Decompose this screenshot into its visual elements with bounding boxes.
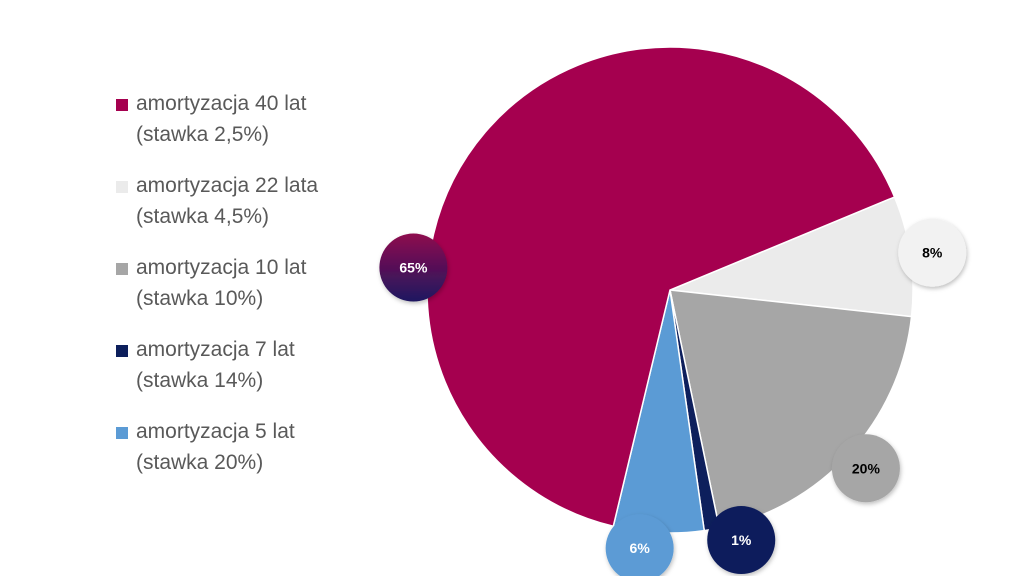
legend-item: amortyzacja 22 lata (stawka 4,5%) (116, 170, 416, 252)
legend-item: amortyzacja 10 lat (stawka 10%) (116, 252, 416, 334)
data-label-7-lat-bubble (707, 506, 776, 575)
data-label-10-lat-bubble (831, 434, 900, 503)
legend-swatch (116, 345, 128, 357)
legend-label-line2: (stawka 4,5%) (136, 205, 270, 228)
legend-item: amortyzacja 40 lat (stawka 2,5%) (116, 88, 416, 170)
data-label-7-lat: 1% (731, 532, 752, 548)
legend-swatch (116, 181, 128, 193)
data-label-40-lat-bubble (379, 233, 448, 302)
legend-label-line1: amortyzacja 7 lat (136, 338, 295, 361)
data-label-22-lata-bubble (898, 218, 967, 287)
legend-item: amortyzacja 7 lat (stawka 14%) (116, 334, 416, 416)
legend-label-line2: (stawka 14%) (136, 369, 264, 392)
legend-label-line1: amortyzacja 5 lat (136, 420, 295, 443)
legend-item: amortyzacja 5 lat (stawka 20%) (116, 416, 416, 498)
legend-label-line2: (stawka 10%) (136, 287, 264, 310)
data-label-22-lata: 8% (922, 245, 943, 261)
data-label-5-lat: 6% (630, 540, 651, 556)
legend-swatch (116, 427, 128, 439)
data-label-5-lat-bubble (605, 514, 674, 576)
slice-40-lat (426, 46, 896, 528)
data-label-10-lat: 20% (852, 460, 881, 476)
legend-label-line2: (stawka 20%) (136, 451, 264, 474)
legend-label-line1: amortyzacja 22 lata (136, 174, 319, 197)
legend-label-line1: amortyzacja 40 lat (136, 92, 307, 115)
legend-swatch (116, 263, 128, 275)
legend-label-line2: (stawka 2,5%) (136, 123, 270, 146)
data-label-40-lat: 65% (399, 260, 428, 276)
legend-label-line1: amortyzacja 10 lat (136, 256, 307, 279)
chart-legend: amortyzacja 40 lat (stawka 2,5%) amortyz… (116, 88, 416, 498)
legend-swatch (116, 99, 128, 111)
